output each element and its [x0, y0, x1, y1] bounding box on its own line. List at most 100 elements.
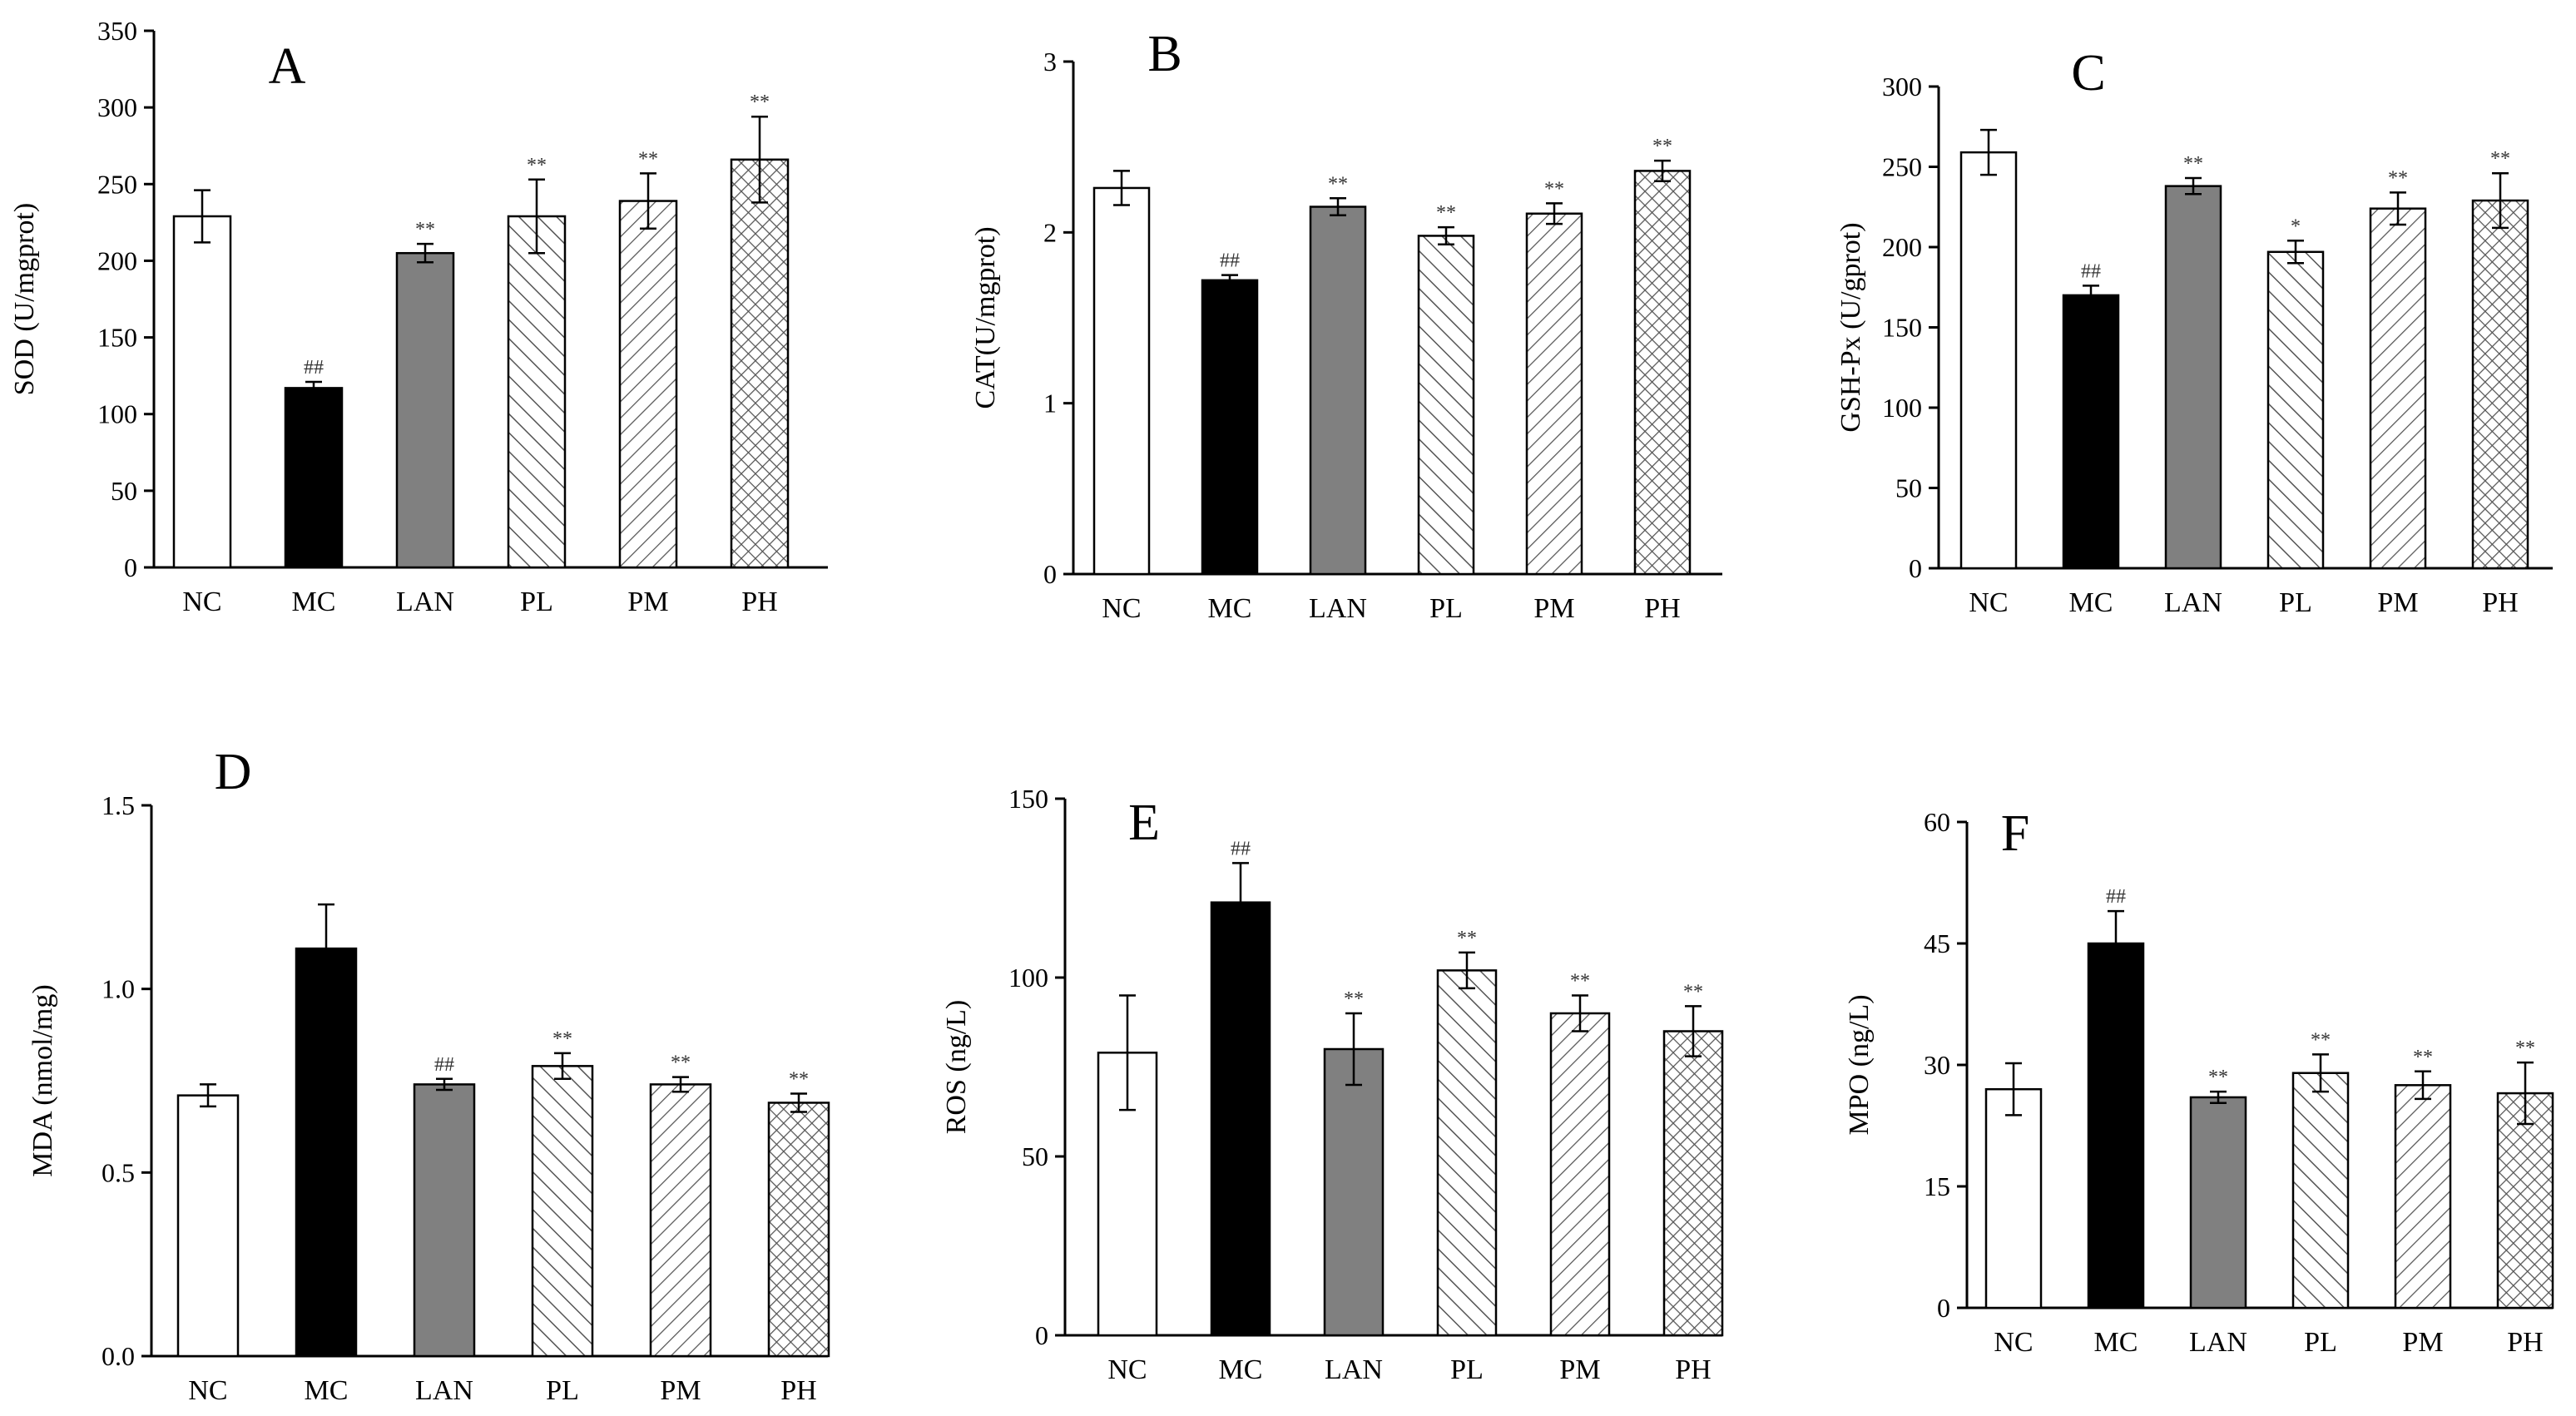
bar-pl [507, 215, 567, 569]
significance-label: ## [1220, 250, 1240, 272]
x-category-label: MC [305, 1375, 349, 1406]
y-tick-label: 15 [1924, 1171, 1950, 1201]
significance-label: ** [415, 219, 435, 240]
x-category-label: PH [2482, 587, 2518, 618]
bar-nc [1092, 186, 1151, 576]
y-tick-label: 100 [97, 399, 137, 429]
significance-label: ** [750, 92, 770, 113]
x-category-label: PM [2377, 587, 2418, 618]
bar-mc [1210, 901, 1271, 1337]
bar-ph [1662, 1030, 1724, 1337]
chart-panel-e: 0 50 100 150 ROS (ng/L) E NC ## MC ** LAN ** PL ** PM *… [941, 784, 1724, 1385]
bar-pl [1417, 235, 1475, 576]
y-axis-title: MDA (nmol/mg) [27, 984, 58, 1176]
panel-letter: D [215, 744, 252, 800]
bar-pm [618, 200, 678, 569]
x-category-label: LAN [396, 587, 454, 617]
x-category-label: PM [627, 587, 668, 617]
x-category-label: PH [780, 1375, 816, 1406]
x-category-label: LAN [2164, 587, 2222, 618]
significance-label: ** [2515, 1037, 2535, 1059]
x-category-label: PH [741, 587, 777, 617]
bar-pm [1525, 212, 1583, 576]
y-axis-title: ROS (ng/L) [941, 1000, 972, 1135]
bar-ph [730, 158, 790, 569]
bar-ph [767, 1102, 830, 1358]
bar-pl [2291, 1072, 2350, 1310]
significance-label: ## [1231, 838, 1251, 859]
significance-label: ** [1328, 173, 1348, 195]
x-category-label: PM [1533, 593, 1574, 624]
y-tick-label: 250 [1882, 152, 1922, 182]
significance-label: ** [638, 148, 658, 170]
y-tick-label: 0.0 [102, 1341, 135, 1371]
y-tick-label: 0.5 [102, 1157, 135, 1187]
y-tick-label: 150 [1008, 784, 1048, 814]
y-tick-label: 300 [97, 92, 137, 122]
bar-lan [2164, 185, 2222, 570]
bar-mc [1201, 279, 1259, 576]
bar-mc [295, 947, 358, 1358]
y-tick-label: 150 [97, 323, 137, 353]
bar-pm [2394, 1084, 2452, 1310]
bar-pm [649, 1083, 712, 1358]
x-category-label: LAN [1325, 1354, 1383, 1385]
y-tick-label: 1 [1043, 389, 1057, 418]
bar-pl [1436, 969, 1498, 1337]
y-tick-label: 100 [1008, 963, 1048, 993]
x-category-label: MC [2094, 1327, 2138, 1358]
y-tick-label: 250 [97, 169, 137, 199]
bar-ph [1633, 170, 1692, 576]
y-tick-label: 200 [1882, 232, 1922, 262]
y-axis-title: CAT(U/mgprot) [970, 226, 1001, 408]
x-category-label: MC [292, 587, 336, 617]
bar-nc [176, 1094, 240, 1358]
y-tick-label: 30 [1924, 1050, 1950, 1080]
bar-pl [531, 1065, 594, 1358]
significance-label: ** [1570, 971, 1590, 993]
significance-label: ** [527, 155, 547, 176]
panel-letter: E [1128, 795, 1160, 851]
y-tick-label: 1.0 [102, 974, 135, 1004]
bar-mc [2062, 294, 2120, 570]
x-category-label: PL [2304, 1327, 2337, 1358]
bar-mc [284, 387, 344, 569]
x-category-label: PM [660, 1375, 701, 1406]
significance-label: ## [2106, 886, 2126, 908]
y-tick-label: 100 [1882, 393, 1922, 423]
bar-lan [413, 1083, 476, 1358]
bar-nc [1959, 151, 2018, 570]
significance-label: ## [434, 1054, 454, 1076]
y-tick-label: 2 [1043, 217, 1057, 247]
y-axis-title: MPO (ng/L) [1844, 994, 1875, 1135]
x-category-label: NC [1107, 1354, 1147, 1385]
significance-label: ** [671, 1052, 691, 1074]
y-tick-label: 50 [111, 476, 137, 506]
significance-label: ** [2183, 153, 2203, 175]
x-category-label: NC [188, 1375, 227, 1406]
x-category-label: PH [1644, 593, 1680, 624]
bar-pm [2369, 207, 2427, 570]
y-tick-label: 350 [97, 16, 137, 46]
x-category-label: PL [1450, 1354, 1484, 1385]
significance-label: ** [1436, 202, 1456, 224]
x-category-label: PM [2402, 1327, 2443, 1358]
chart-panel-a: 0 50 100 150 200 250 300 350 SOD (U/mgprot) A NC ##… [9, 16, 828, 617]
chart-panel-b: 0 1 2 3 CAT(U/mgprot) B NC ## MC ** LAN ** PL ** PM ** P… [970, 26, 1722, 624]
significance-label: ** [2413, 1047, 2433, 1068]
panel-letter: C [2071, 45, 2105, 101]
y-tick-label: 50 [1895, 473, 1922, 503]
x-category-label: NC [1969, 587, 2008, 618]
x-category-label: LAN [415, 1375, 473, 1406]
x-category-label: PL [520, 587, 553, 617]
significance-label: ## [2081, 260, 2101, 282]
y-tick-label: 0 [1937, 1293, 1950, 1323]
x-category-label: PM [1559, 1354, 1600, 1385]
significance-label: ** [1457, 928, 1477, 949]
y-axis-title: GSH-Px (U/gprot) [1835, 222, 1866, 432]
x-category-label: MC [1208, 593, 1252, 624]
panel-letter: B [1147, 26, 1181, 82]
panel-letter: A [269, 38, 306, 95]
